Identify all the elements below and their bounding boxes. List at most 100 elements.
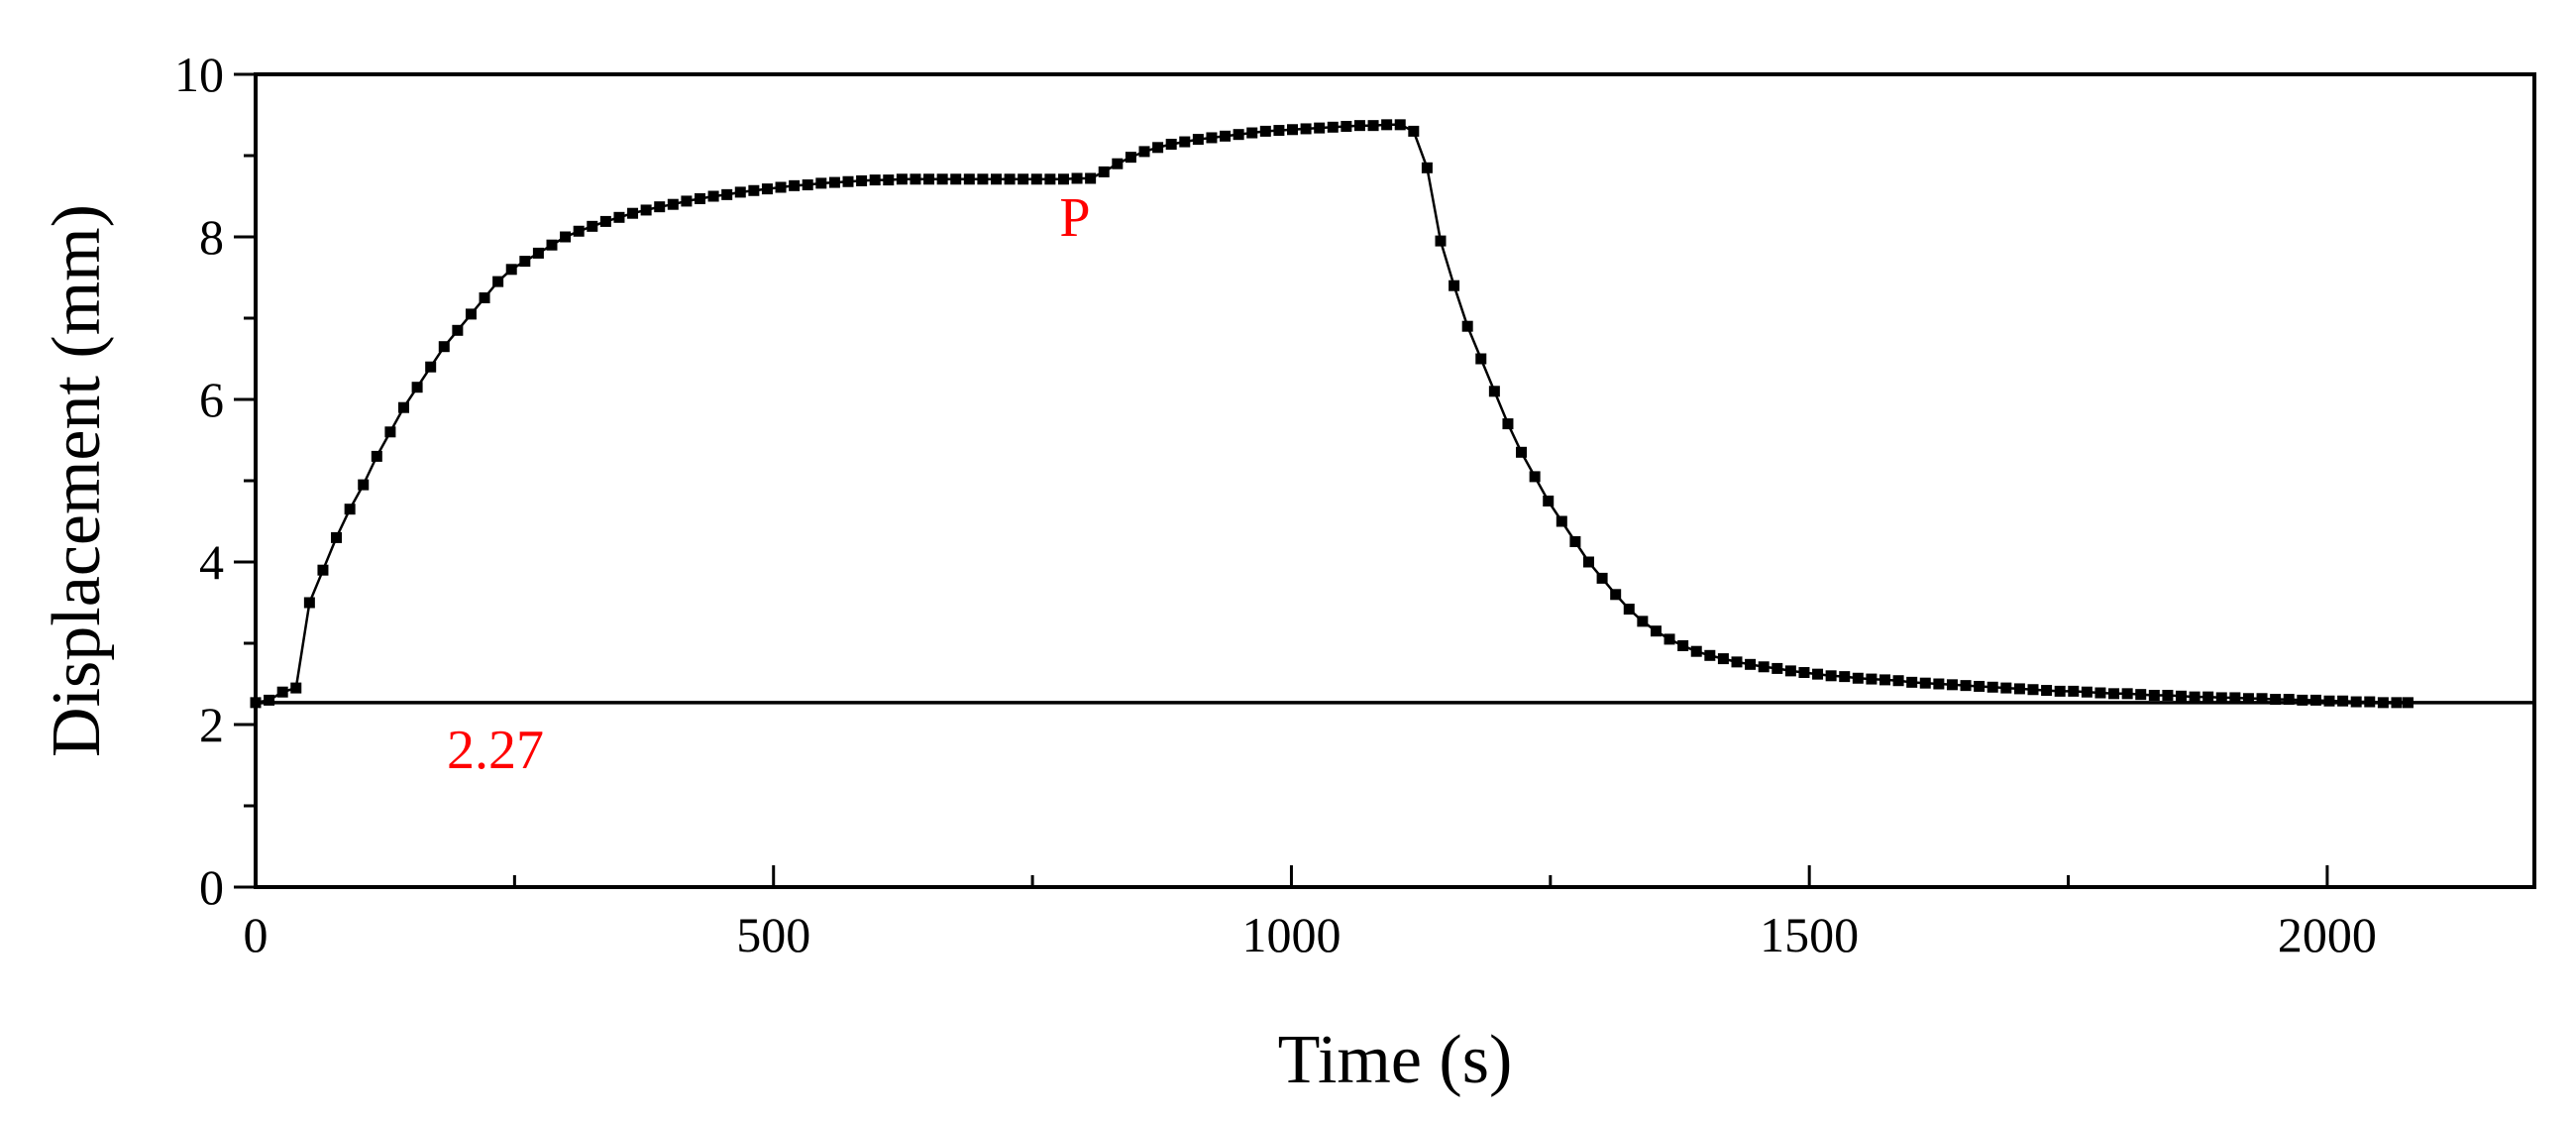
data-point-marker [1341,120,1352,132]
data-point-marker [1098,166,1110,177]
data-point-marker [1839,671,1851,683]
data-point-marker [425,361,437,373]
data-point-marker [1866,673,1878,685]
data-point-marker [1798,667,1810,679]
data-point-marker [1152,142,1164,154]
data-point-marker [627,207,639,219]
data-point-marker [828,176,840,188]
data-point-marker [2309,694,2321,706]
data-point-marker [1273,125,1285,137]
data-point-marker [2283,694,2295,706]
data-point-marker [2148,689,2160,701]
data-point-marker [2202,691,2214,703]
annotation-p: P [1059,187,1090,249]
data-point-marker [1974,680,1986,692]
data-point-marker [2402,697,2414,709]
data-point-marker [1704,649,1716,661]
data-point-marker [2337,695,2349,707]
data-point-marker [1852,672,1864,684]
data-point-marker [2229,692,2241,704]
data-point-marker [1018,173,1029,185]
x-tick-label: 2000 [2278,907,2377,962]
data-point-marker [1825,670,1837,682]
data-point-marker [573,225,585,237]
data-point-marker [331,531,343,543]
data-point-marker [2027,684,2039,696]
data-point-marker [1745,658,1757,670]
data-point-marker [1125,152,1136,164]
data-point-marker [1879,674,1890,686]
data-point-marker [1475,353,1487,365]
data-point-marker [1516,446,1528,458]
data-point-marker [815,177,827,189]
data-point-marker [950,173,962,185]
data-point-marker [587,220,598,232]
data-point-marker [1206,132,1218,144]
y-tick-label: 0 [199,859,224,915]
data-point-marker [2270,694,2282,706]
data-point-marker [2297,694,2308,706]
data-point-marker [1569,536,1581,547]
data-point-marker [2108,688,2120,700]
data-point-marker [344,504,356,515]
data-point-marker [1919,677,1931,689]
data-point-marker [1435,235,1447,247]
data-point-marker [264,694,275,706]
data-point-marker [2176,690,2187,702]
data-point-marker [654,201,666,213]
y-axis-tick-labels: 0 2 4 6 8 10 [174,47,224,915]
data-point-marker [1408,125,1420,137]
data-point-marker [317,564,329,576]
data-point-marker [505,264,517,276]
data-point-marker [1583,556,1594,568]
data-point-marker [695,192,705,204]
data-point-marker [1690,645,1702,657]
data-point-marker [1946,679,1958,691]
data-point-marker [2013,683,2025,695]
data-point-marker [2000,682,2012,694]
data-point-marker [1461,320,1473,332]
data-point-marker [2215,692,2227,704]
y-tick-label: 8 [199,209,224,265]
data-point-marker [1933,678,1945,690]
data-point-marker [438,341,450,353]
data-point-marker [734,186,746,198]
y-axis-ticks [234,72,256,889]
data-point-marker [398,401,409,413]
data-point-marker [1220,130,1232,142]
data-point-marker [1771,662,1783,674]
data-point-marker [1556,515,1567,527]
data-point-marker [546,239,558,251]
data-point-marker [761,183,773,195]
data-point-marker [883,174,895,186]
data-point-marker [802,179,813,191]
data-point-marker [452,324,464,336]
data-point-marker [1030,173,1042,185]
data-point-marker [1353,120,1365,132]
data-point-marker [1179,136,1191,148]
data-point-marker [1812,668,1824,680]
data-point-marker [2054,685,2066,697]
data-point-marker [1664,633,1675,645]
x-tick-label: 500 [736,907,810,962]
data-point-marker [789,179,801,191]
data-point-marker [1085,172,1097,184]
data-point-marker [1421,162,1433,173]
data-point-marker [1986,681,1998,693]
data-point-marker [896,173,908,185]
data-point-marker [1112,158,1124,169]
data-point-marker [1300,123,1312,135]
data-point-marker [640,204,652,216]
data-point-marker [371,450,382,462]
data-point-marker [1449,280,1460,291]
data-point-marker [358,479,370,491]
data-point-marker [1677,639,1689,651]
data-point-marker [2068,685,2080,697]
data-point-marker [2256,693,2268,705]
data-point-marker [2041,685,2053,697]
data-point-marker [1596,572,1608,584]
x-axis-ticks [254,865,2329,887]
data-point-marker [2364,696,2376,708]
data-point-marker [2094,687,2106,699]
